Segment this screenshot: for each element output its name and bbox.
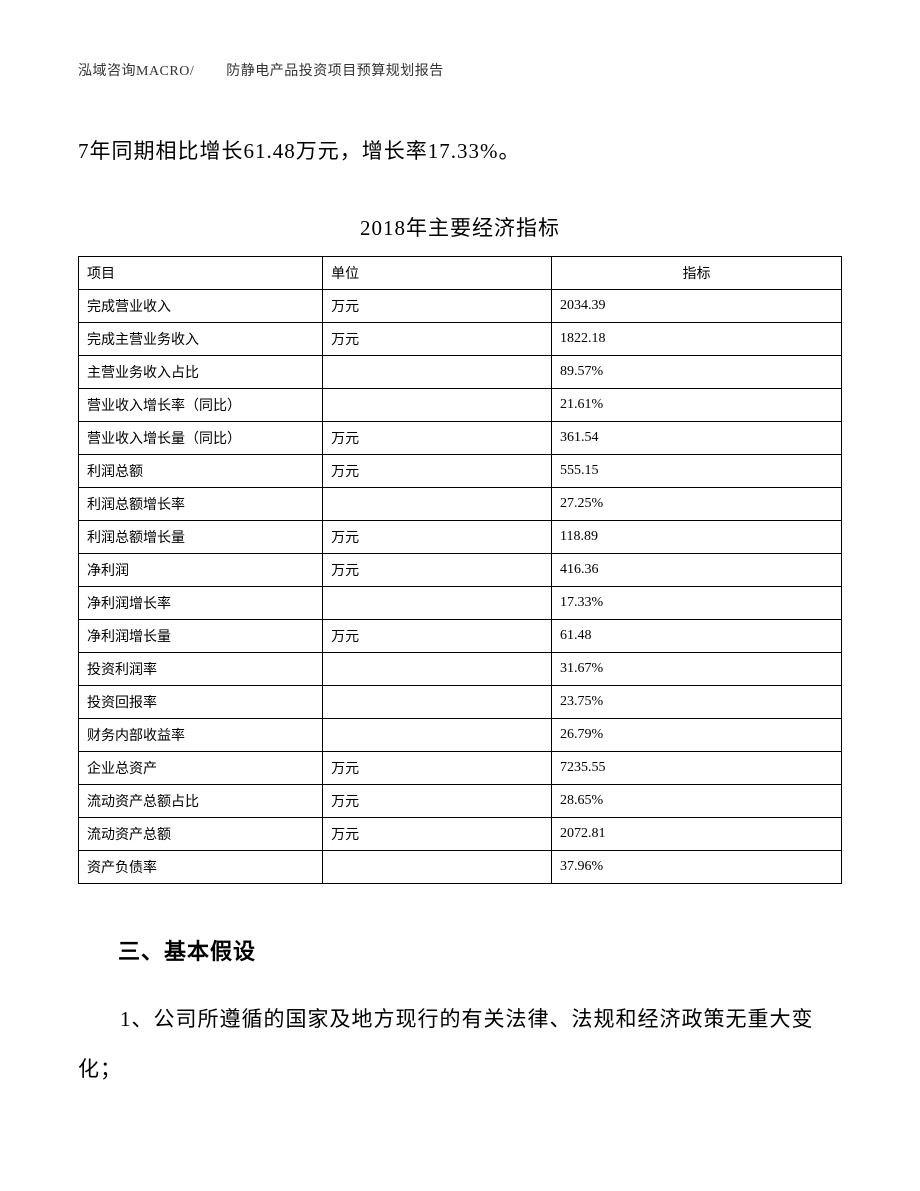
table-title: 2018年主要经济指标 [78,212,842,242]
cell-unit: 万元 [323,521,552,554]
cell-unit [323,488,552,521]
col-header-value: 指标 [552,257,842,290]
table-row: 完成主营业务收入万元1822.18 [79,323,842,356]
cell-unit [323,587,552,620]
cell-item: 完成主营业务收入 [79,323,323,356]
cell-value: 7235.55 [552,752,842,785]
table-header-row: 项目 单位 指标 [79,257,842,290]
cell-unit: 万元 [323,818,552,851]
cell-item: 资产负债率 [79,851,323,884]
cell-item: 企业总资产 [79,752,323,785]
cell-unit [323,851,552,884]
cell-value: 17.33% [552,587,842,620]
cell-value: 61.48 [552,620,842,653]
cell-unit: 万元 [323,554,552,587]
cell-value: 21.61% [552,389,842,422]
table-row: 净利润万元416.36 [79,554,842,587]
cell-value: 37.96% [552,851,842,884]
cell-unit [323,356,552,389]
cell-value: 416.36 [552,554,842,587]
table-row: 利润总额万元555.15 [79,455,842,488]
cell-item: 投资回报率 [79,686,323,719]
page-header: 泓域咨询MACRO/ 防静电产品投资项目预算规划报告 [78,60,842,80]
cell-value: 361.54 [552,422,842,455]
cell-item: 财务内部收益率 [79,719,323,752]
economic-indicators-table: 项目 单位 指标 完成营业收入万元2034.39 完成主营业务收入万元1822.… [78,256,842,884]
cell-value: 89.57% [552,356,842,389]
cell-item: 营业收入增长量（同比） [79,422,323,455]
table-row: 流动资产总额占比万元28.65% [79,785,842,818]
cell-value: 2072.81 [552,818,842,851]
cell-item: 主营业务收入占比 [79,356,323,389]
cell-item: 净利润 [79,554,323,587]
cell-item: 投资利润率 [79,653,323,686]
cell-item: 流动资产总额占比 [79,785,323,818]
table-row: 营业收入增长率（同比） 21.61% [79,389,842,422]
table-row: 主营业务收入占比 89.57% [79,356,842,389]
cell-unit: 万元 [323,752,552,785]
cell-unit [323,719,552,752]
cell-unit [323,686,552,719]
cell-unit: 万元 [323,323,552,356]
cell-unit: 万元 [323,422,552,455]
cell-unit [323,389,552,422]
header-company: 泓域咨询MACRO/ [78,64,194,79]
cell-value: 26.79% [552,719,842,752]
cell-value: 555.15 [552,455,842,488]
col-header-unit: 单位 [323,257,552,290]
section-heading: 三、基本假设 [78,934,842,966]
cell-item: 利润总额 [79,455,323,488]
table-row: 财务内部收益率 26.79% [79,719,842,752]
cell-value: 23.75% [552,686,842,719]
table-row: 利润总额增长率 27.25% [79,488,842,521]
table-row: 净利润增长量万元61.48 [79,620,842,653]
table-row: 资产负债率 37.96% [79,851,842,884]
table-row: 投资利润率 31.67% [79,653,842,686]
header-title: 防静电产品投资项目预算规划报告 [226,64,444,79]
cell-item: 利润总额增长率 [79,488,323,521]
cell-unit [323,653,552,686]
cell-unit: 万元 [323,290,552,323]
cell-value: 118.89 [552,521,842,554]
cell-value: 2034.39 [552,290,842,323]
table-row: 流动资产总额万元2072.81 [79,818,842,851]
cell-item: 净利润增长率 [79,587,323,620]
cell-item: 利润总额增长量 [79,521,323,554]
table-row: 完成营业收入万元2034.39 [79,290,842,323]
cell-unit: 万元 [323,785,552,818]
col-header-item: 项目 [79,257,323,290]
table-row: 净利润增长率 17.33% [79,587,842,620]
table-row: 企业总资产万元7235.55 [79,752,842,785]
table-row: 营业收入增长量（同比）万元361.54 [79,422,842,455]
cell-unit: 万元 [323,455,552,488]
cell-item: 营业收入增长率（同比） [79,389,323,422]
section-paragraph: 1、公司所遵循的国家及地方现行的有关法律、法规和经济政策无重大变化； [78,994,842,1095]
table-body: 完成营业收入万元2034.39 完成主营业务收入万元1822.18 主营业务收入… [79,290,842,884]
cell-value: 27.25% [552,488,842,521]
cell-unit: 万元 [323,620,552,653]
intro-paragraph: 7年同期相比增长61.48万元，增长率17.33%。 [78,130,842,172]
cell-item: 净利润增长量 [79,620,323,653]
table-row: 投资回报率 23.75% [79,686,842,719]
cell-item: 完成营业收入 [79,290,323,323]
cell-value: 28.65% [552,785,842,818]
cell-item: 流动资产总额 [79,818,323,851]
cell-value: 1822.18 [552,323,842,356]
cell-value: 31.67% [552,653,842,686]
table-row: 利润总额增长量万元118.89 [79,521,842,554]
